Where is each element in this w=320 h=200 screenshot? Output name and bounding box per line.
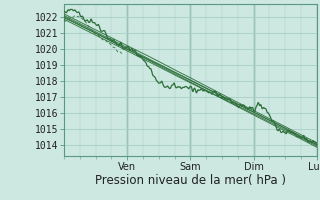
X-axis label: Pression niveau de la mer( hPa ): Pression niveau de la mer( hPa ) xyxy=(95,174,286,187)
